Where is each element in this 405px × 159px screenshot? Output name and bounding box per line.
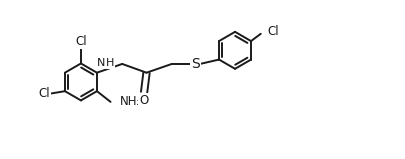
Text: O: O — [139, 94, 148, 107]
Text: NH₂: NH₂ — [120, 95, 143, 108]
Text: Cl: Cl — [38, 87, 50, 100]
Text: S: S — [191, 57, 200, 71]
Text: H: H — [105, 59, 114, 69]
Text: Cl: Cl — [267, 25, 279, 38]
Text: Cl: Cl — [75, 35, 87, 48]
Text: N: N — [97, 59, 105, 69]
